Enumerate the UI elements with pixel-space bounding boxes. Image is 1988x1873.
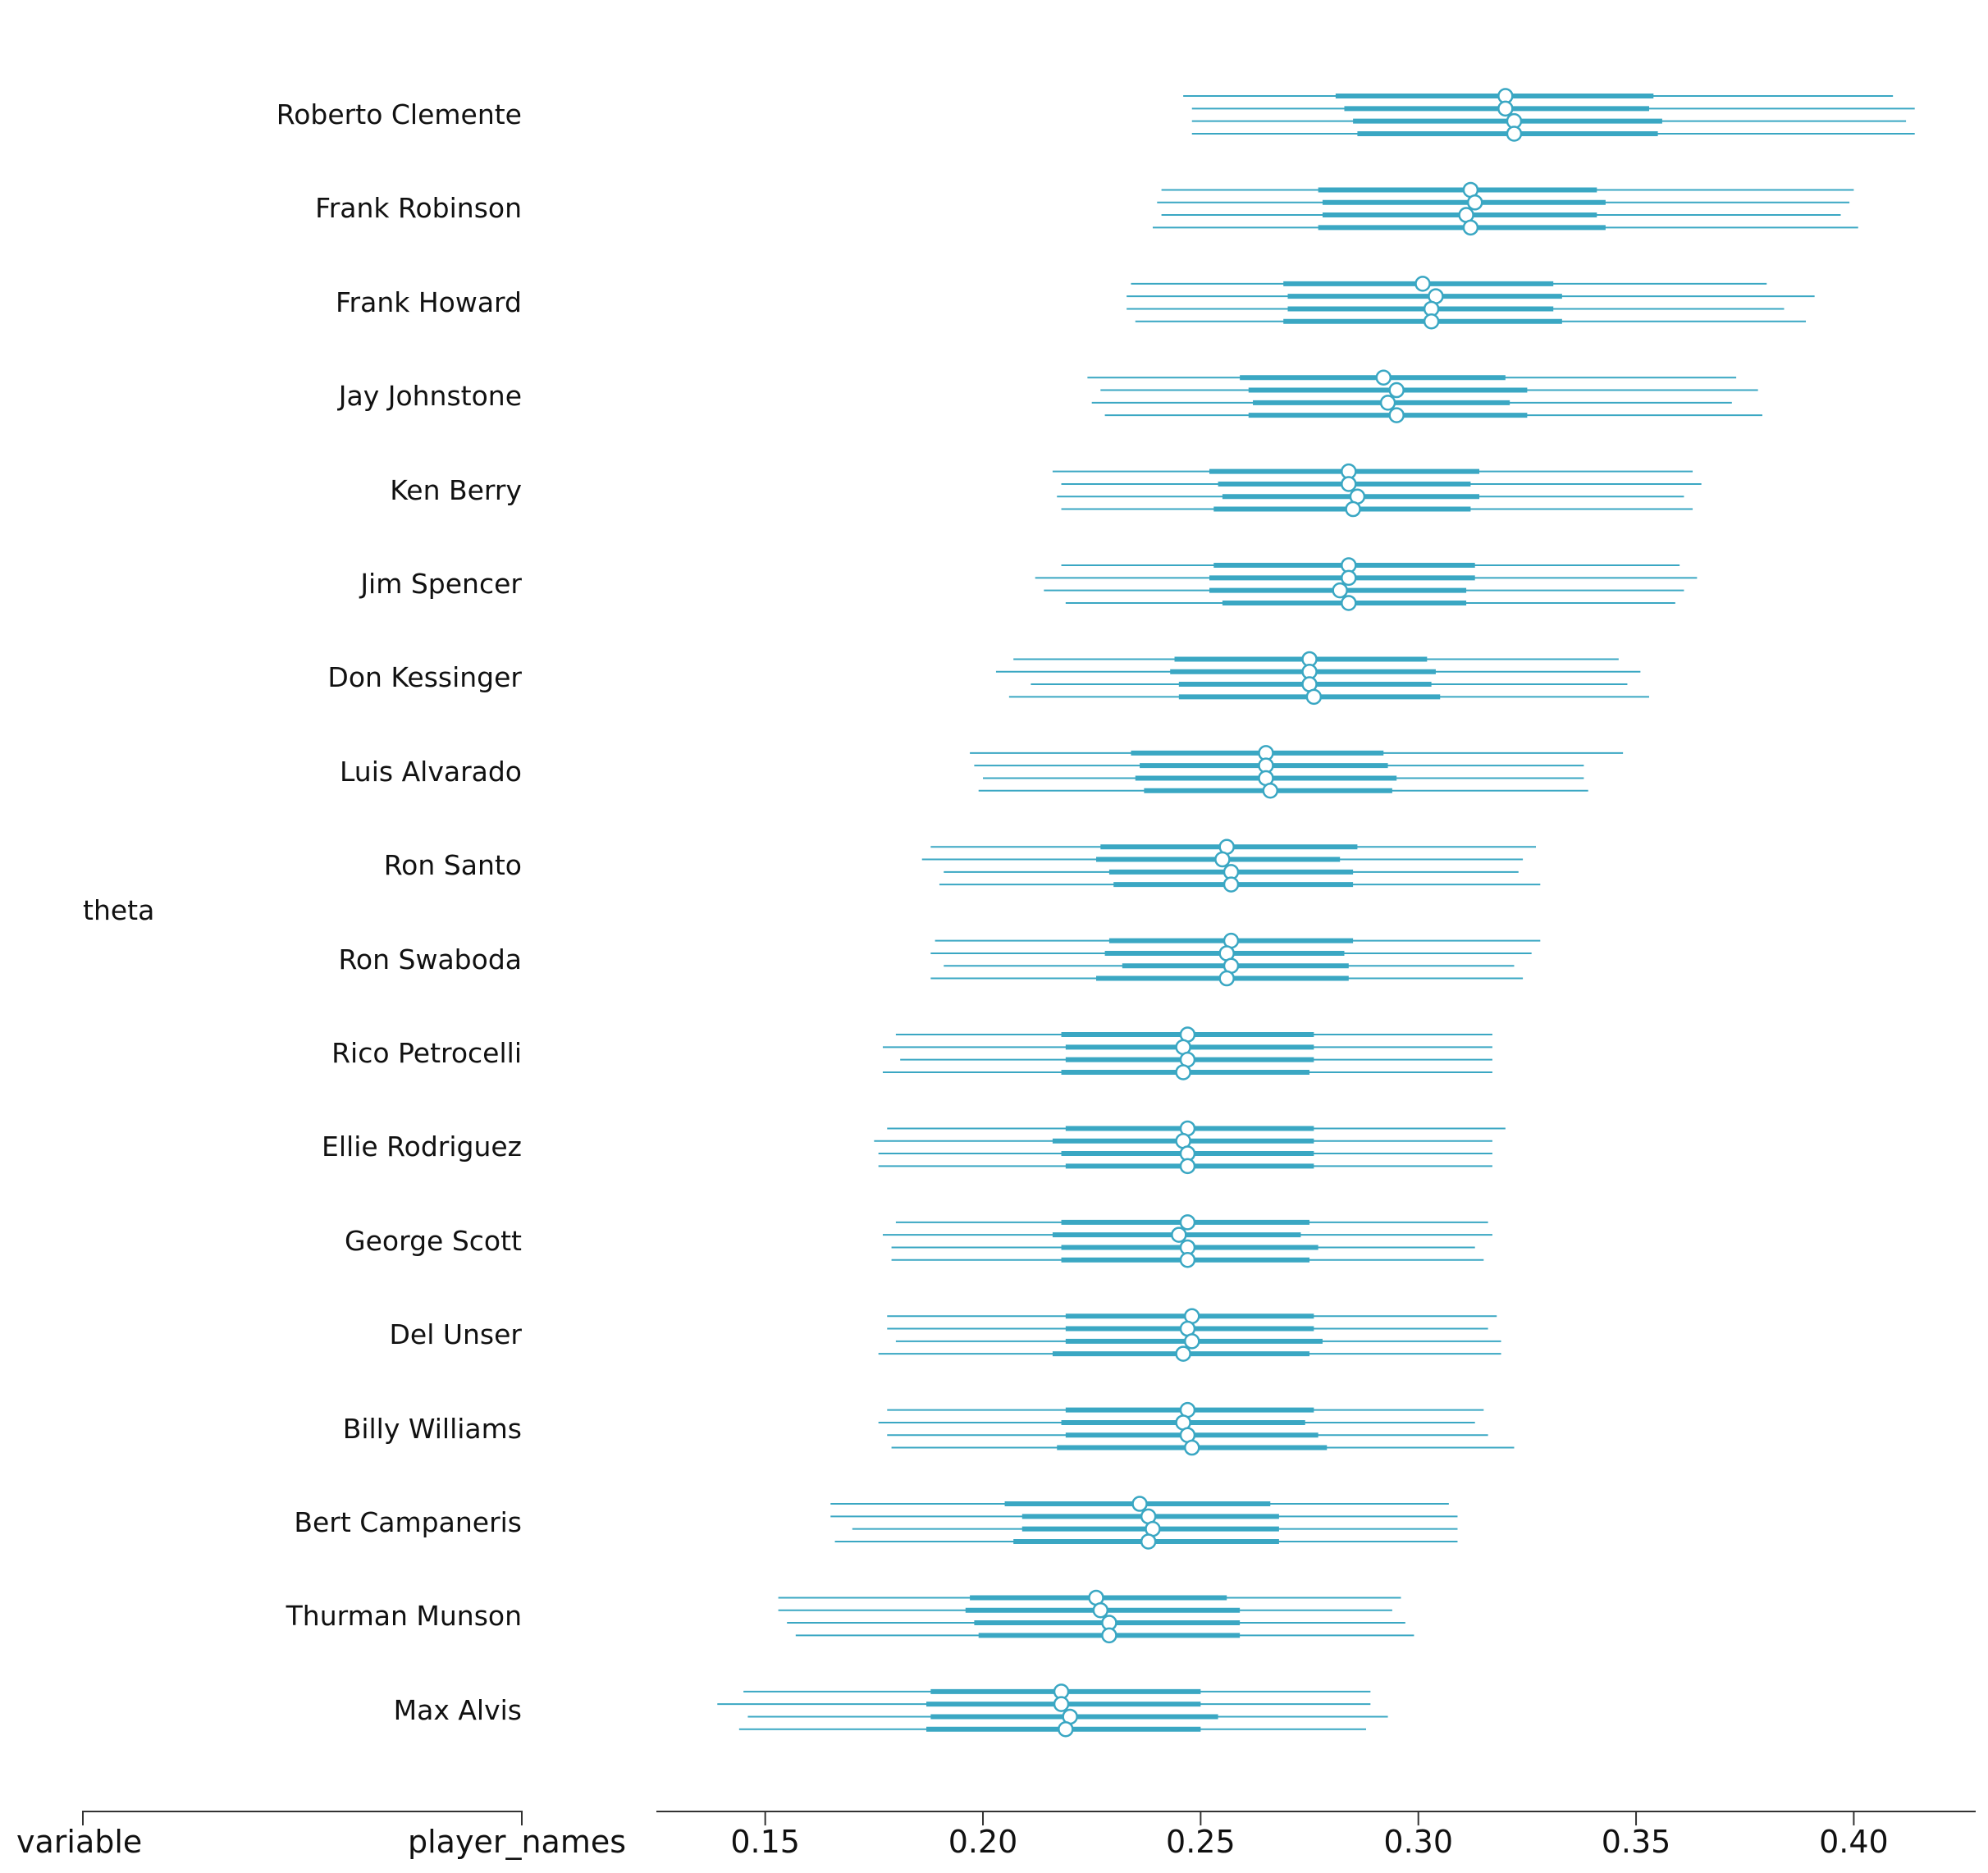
center-point <box>1179 1158 1196 1175</box>
center-point <box>1423 313 1440 330</box>
left-axis-tick-variable <box>82 1811 84 1825</box>
variable-name: theta <box>83 894 155 926</box>
center-point <box>1184 1333 1200 1350</box>
center-point <box>1171 1227 1187 1243</box>
x-tick-label: 0.25 <box>1166 1824 1236 1860</box>
center-point <box>1305 688 1323 706</box>
player-label: Billy Williams <box>342 1412 522 1445</box>
player-label: Frank Robinson <box>315 192 522 225</box>
center-point <box>1140 1533 1157 1550</box>
player-label: Ellie Rodriguez <box>322 1131 522 1163</box>
player-label: Bert Campaneris <box>294 1506 522 1538</box>
center-point <box>1218 970 1235 987</box>
center-point <box>1175 1064 1191 1080</box>
player-label: Thurman Munson <box>286 1600 522 1633</box>
player-label: Jim Spencer <box>360 568 522 600</box>
center-point <box>1175 1345 1191 1362</box>
center-point <box>1375 369 1392 386</box>
player-label: Max Alvis <box>393 1693 522 1726</box>
center-point <box>1341 595 1357 611</box>
x-tick-label: 0.30 <box>1383 1824 1454 1860</box>
left-axis-tick-player-names <box>521 1811 523 1825</box>
center-point <box>1462 219 1479 236</box>
player-label: Don Kessinger <box>327 661 522 694</box>
center-point <box>1388 407 1405 423</box>
player-label: Ron Santo <box>383 849 522 882</box>
left-axis-label-variable: variable <box>16 1824 143 1860</box>
x-tick-label: 0.35 <box>1601 1824 1671 1860</box>
center-point <box>1179 1214 1196 1231</box>
player-label: Roberto Clemente <box>276 98 522 130</box>
center-point <box>1379 395 1396 411</box>
player-label: Luis Alvarado <box>340 755 522 788</box>
player-label: George Scott <box>345 1224 522 1257</box>
center-point <box>1341 569 1357 587</box>
player-label: Rico Petrocelli <box>331 1037 522 1069</box>
left-axis-label-player-names: player_names <box>408 1824 627 1860</box>
center-point <box>1131 1496 1148 1512</box>
center-point <box>1184 1439 1200 1456</box>
center-point <box>1414 276 1431 292</box>
player-label: Ken Berry <box>390 473 522 506</box>
center-point <box>1497 100 1514 117</box>
center-point <box>1101 1627 1117 1644</box>
player-label: Ron Swaboda <box>338 943 522 975</box>
left-axis-line <box>83 1811 522 1812</box>
center-point <box>1058 1721 1074 1738</box>
x-tick-label: 0.20 <box>948 1824 1018 1860</box>
center-point <box>1223 876 1240 893</box>
player-label: Frank Howard <box>335 286 522 318</box>
center-point <box>1214 851 1231 868</box>
center-point <box>1345 500 1361 518</box>
center-point <box>1388 381 1405 399</box>
player-label: Jay Johnstone <box>338 380 522 413</box>
center-point <box>1179 1252 1196 1268</box>
center-point <box>1053 1696 1070 1712</box>
x-tick-label: 0.40 <box>1819 1824 1889 1860</box>
center-point <box>1466 194 1483 211</box>
center-point <box>1506 126 1523 142</box>
center-point <box>1262 783 1279 799</box>
center-point <box>1341 476 1357 492</box>
x-tick-label: 0.15 <box>730 1824 800 1860</box>
center-point <box>1092 1602 1109 1619</box>
player-label: Del Unser <box>389 1318 522 1351</box>
center-point <box>1332 582 1348 599</box>
